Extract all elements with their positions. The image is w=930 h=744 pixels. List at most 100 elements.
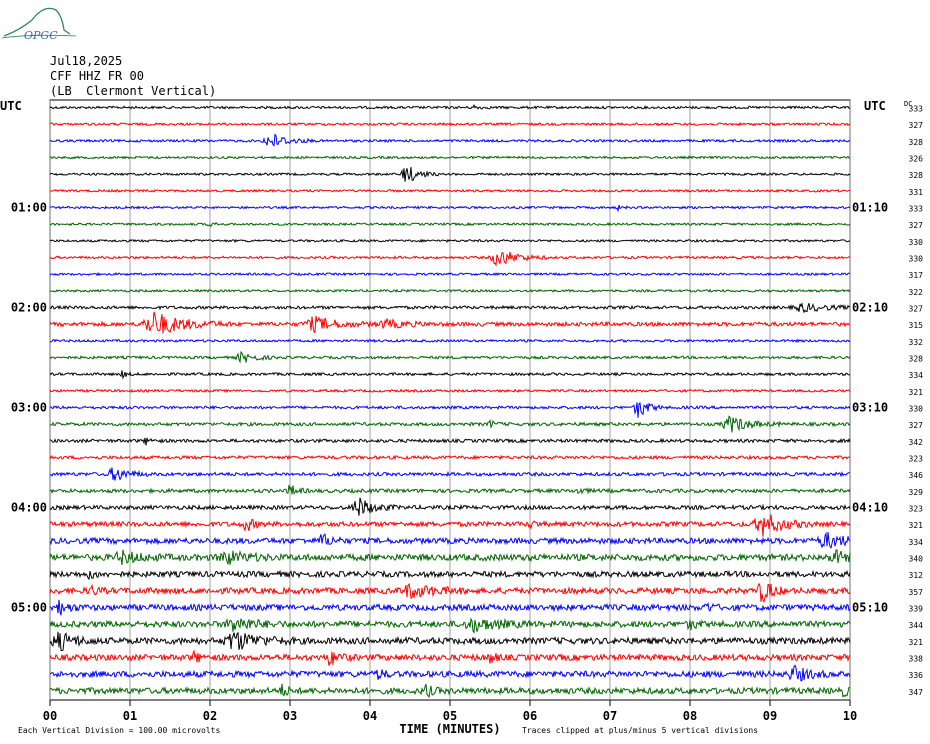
- trace-line: [49, 514, 851, 537]
- dc-value: 322: [909, 288, 924, 297]
- dc-value: 332: [909, 338, 924, 347]
- clip-note: Traces clipped at plus/minus 5 vertical …: [522, 726, 758, 735]
- header-location: (LB Clermont Vertical): [50, 84, 217, 98]
- grid: [49, 99, 851, 706]
- trace-line: [49, 484, 851, 495]
- dc-value: 321: [909, 388, 924, 397]
- trace-line: [49, 415, 851, 433]
- dc-value: 315: [909, 321, 924, 330]
- trace-line: [49, 631, 851, 652]
- x-tick-label: 08: [683, 709, 697, 723]
- x-tick-label: 02: [203, 709, 217, 723]
- dc-value: 328: [909, 171, 924, 180]
- trace-line: [49, 238, 850, 244]
- trace-line: [49, 531, 851, 549]
- trace-line: [49, 133, 851, 147]
- right-hour-label: 03:10: [852, 401, 888, 415]
- trace-line: [49, 402, 851, 418]
- x-tick-label: 06: [523, 709, 537, 723]
- scale-note: Each Vertical Division = 100.00 microvol…: [18, 726, 220, 735]
- right-axis-title: UTC: [864, 99, 886, 113]
- dc-value: 323: [909, 455, 924, 464]
- right-hour-label: 05:10: [852, 601, 888, 615]
- dc-value: 323: [909, 505, 924, 514]
- dc-value: 330: [909, 405, 924, 414]
- dc-value: 328: [909, 355, 924, 364]
- dc-value: 338: [909, 655, 924, 664]
- trace-line: [49, 338, 851, 344]
- logo-text: OPGC: [24, 29, 58, 42]
- right-hour-label: 01:10: [852, 201, 888, 215]
- traces: [49, 103, 851, 699]
- trace-line: [49, 271, 851, 277]
- dc-value: 347: [909, 688, 924, 697]
- trace-line: [49, 302, 851, 314]
- x-tick-label: 03: [283, 709, 297, 723]
- left-hour-label: 03:00: [11, 401, 47, 415]
- x-tick-label: 00: [43, 709, 57, 723]
- dc-value: 346: [909, 471, 924, 480]
- x-tick-label: 05: [443, 709, 457, 723]
- x-tick-label: 01: [123, 709, 137, 723]
- x-tick-label: 04: [363, 709, 377, 723]
- trace-line: [49, 437, 851, 446]
- trace-line: [49, 649, 851, 666]
- labels: 00 01 02 03 04 05 06 07 08 09 10 333 327 328 326 328 331…: [0, 99, 923, 736]
- dc-value: 321: [909, 638, 924, 647]
- dc-value: 327: [909, 121, 924, 130]
- dc-value: 327: [909, 221, 924, 230]
- dc-value: 328: [909, 138, 924, 147]
- dc-title: DC: [904, 100, 912, 108]
- x-tick-label: 09: [763, 709, 777, 723]
- left-hour-label: 04:00: [11, 501, 47, 515]
- trace-line: [49, 664, 851, 682]
- dc-value: 357: [909, 588, 924, 597]
- dc-value: 339: [909, 605, 924, 614]
- dc-value: 327: [909, 421, 924, 430]
- trace-line: [49, 167, 851, 182]
- trace-line: [49, 599, 851, 616]
- dc-value: 317: [909, 271, 924, 280]
- trace-line: [49, 204, 851, 213]
- left-axis-title: UTC: [0, 99, 22, 113]
- trace-line: [49, 288, 851, 293]
- trace-line: [49, 497, 851, 516]
- dc-value: 326: [909, 155, 924, 164]
- dc-value: 334: [909, 371, 924, 380]
- trace-line: [49, 388, 851, 394]
- trace-line: [49, 188, 851, 193]
- trace-line: [49, 582, 851, 604]
- trace-line: [49, 569, 851, 581]
- header-station: CFF HHZ FR 00: [50, 69, 144, 83]
- trace-line: [49, 251, 851, 267]
- dc-value: 330: [909, 255, 924, 264]
- dc-value: 330: [909, 238, 924, 247]
- dc-value: 321: [909, 521, 924, 530]
- dc-value: 334: [909, 538, 924, 547]
- dc-value: 336: [909, 671, 924, 680]
- trace-line: [49, 454, 851, 461]
- dc-value: 312: [909, 571, 924, 580]
- left-hour-label: 01:00: [11, 201, 47, 215]
- trace-line: [49, 103, 851, 110]
- trace-line: [49, 155, 851, 160]
- header-date: Jul18,2025: [50, 54, 123, 68]
- dc-value: 327: [909, 305, 924, 314]
- dc-value: 344: [909, 621, 924, 630]
- opgc-logo: OPGC: [0, 0, 80, 48]
- x-tick-label: 07: [603, 709, 617, 723]
- dc-value: 342: [909, 438, 924, 447]
- dc-value: 331: [909, 188, 924, 197]
- left-hour-label: 05:00: [11, 601, 47, 615]
- right-hour-label: 02:10: [852, 301, 888, 315]
- trace-line: [49, 549, 851, 566]
- dc-value: 333: [909, 205, 924, 214]
- trace-line: [49, 311, 851, 334]
- dc-value: 329: [909, 488, 924, 497]
- trace-line: [49, 683, 851, 699]
- x-axis-title: TIME (MINUTES): [399, 722, 500, 736]
- trace-line: [49, 617, 851, 634]
- trace-line: [49, 370, 851, 380]
- trace-line: [49, 350, 851, 364]
